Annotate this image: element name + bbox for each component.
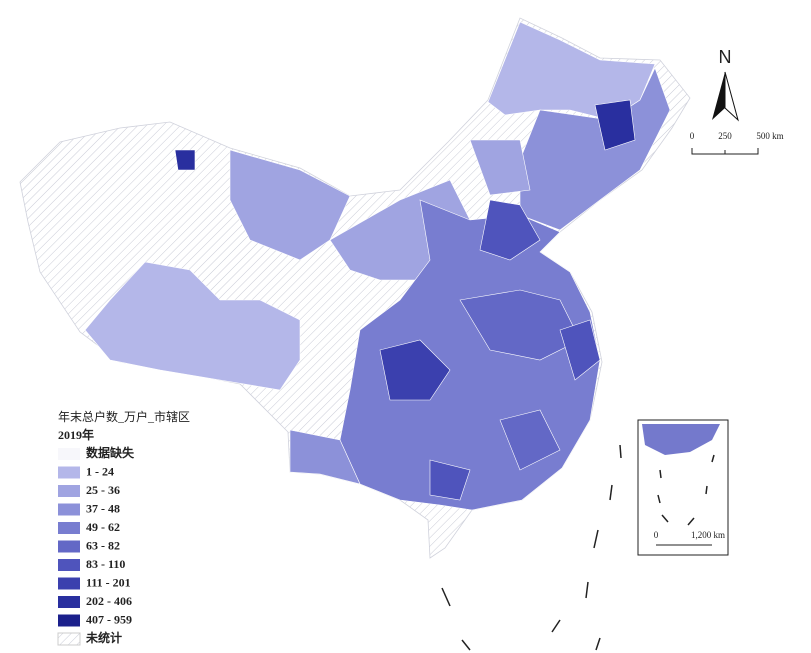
- legend-swatch: [58, 503, 80, 516]
- north-arrow: [712, 72, 725, 120]
- legend-swatch: [58, 466, 80, 479]
- legend-swatch: [58, 559, 80, 571]
- region: [289, 429, 361, 485]
- north-label: N: [719, 47, 732, 67]
- legend-swatch: [58, 448, 80, 460]
- legend: 年末总户数_万户_市辖区 2019年 数据缺失 1 - 24 25 - 36 37 -…: [57, 409, 190, 646]
- region: [174, 149, 196, 171]
- region: [559, 319, 601, 381]
- scale-label: 0: [690, 131, 695, 141]
- legend-subtitle: 2019年: [58, 427, 94, 442]
- legend-label: 1 - 24: [86, 464, 114, 478]
- legend-title: 年末总户数_万户_市辖区: [58, 409, 190, 424]
- legend-label: 25 - 36: [86, 483, 120, 497]
- region: [499, 409, 561, 471]
- region: [379, 339, 451, 401]
- legend-label: 407 - 959: [86, 612, 132, 626]
- region: [594, 99, 636, 151]
- legend-label: 202 - 406: [86, 594, 132, 608]
- region: [229, 149, 351, 261]
- legend-swatch: [57, 632, 81, 646]
- legend-swatch: [58, 485, 80, 497]
- legend-swatch: [58, 522, 80, 534]
- legend-label: 111 - 201: [86, 575, 131, 589]
- scale-label: 0: [654, 530, 659, 540]
- legend-swatch: [58, 596, 80, 608]
- legend-label: 数据缺失: [86, 445, 135, 460]
- legend-swatch: [58, 614, 80, 627]
- region: [469, 139, 531, 196]
- legend-swatch: [58, 577, 80, 590]
- inset-region: [642, 424, 720, 455]
- legend-label: 63 - 82: [86, 538, 120, 552]
- scale-label: 500 km: [756, 131, 783, 141]
- region: [429, 459, 471, 501]
- legend-label: 未统计: [85, 630, 122, 645]
- region: [84, 261, 301, 391]
- legend-label: 49 - 62: [86, 520, 120, 534]
- dash-line: [441, 444, 715, 651]
- legend-label: 37 - 48: [86, 501, 120, 515]
- region: [479, 199, 541, 261]
- scale-label: 1,200 km: [691, 530, 725, 540]
- legend-swatch: [58, 540, 80, 553]
- scale-label: 250: [718, 131, 732, 141]
- north-arrow: [724, 71, 739, 122]
- legend-label: 83 - 110: [86, 557, 125, 571]
